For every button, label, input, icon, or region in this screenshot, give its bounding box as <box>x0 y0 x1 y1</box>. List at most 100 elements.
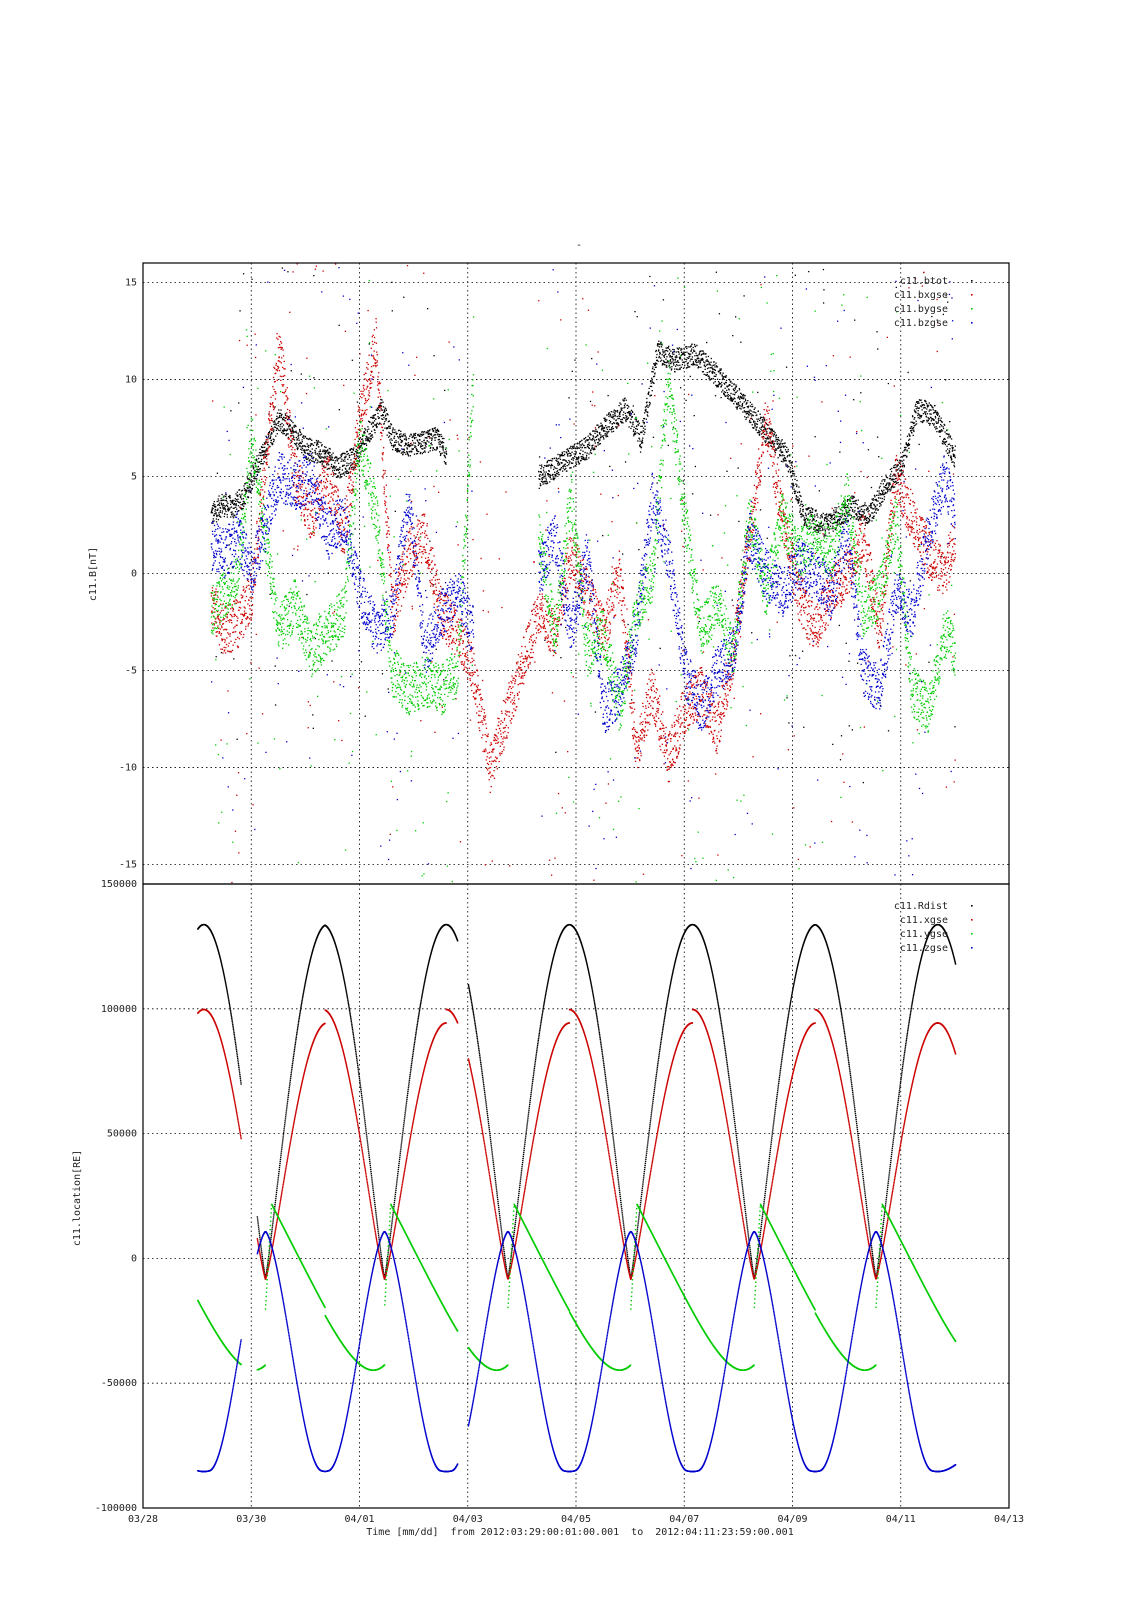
data-point <box>390 433 393 436</box>
data-point <box>887 486 889 489</box>
data-point <box>845 642 847 644</box>
data-point <box>771 441 774 443</box>
data-point <box>912 427 915 429</box>
data-point <box>368 428 370 430</box>
data-point <box>862 510 864 513</box>
data-point <box>542 481 544 483</box>
data-point <box>247 579 249 582</box>
data-point <box>858 517 861 520</box>
data-point <box>750 410 752 412</box>
data-point <box>702 353 704 355</box>
data-point <box>417 440 419 442</box>
data-point <box>371 434 373 436</box>
data-point <box>314 451 317 453</box>
data-point <box>681 363 684 366</box>
data-point <box>608 426 610 428</box>
data-point <box>298 434 300 436</box>
data-point <box>282 349 284 351</box>
data-point <box>663 354 665 357</box>
data-point <box>417 434 419 437</box>
data-point <box>390 583 393 586</box>
data-point <box>263 467 265 469</box>
data-point <box>564 463 566 465</box>
data-point <box>286 429 288 431</box>
data-point <box>736 406 738 409</box>
data-point <box>432 449 434 451</box>
data-point <box>311 492 314 494</box>
data-point <box>310 510 313 512</box>
data-point <box>947 433 949 436</box>
data-point <box>792 482 794 484</box>
data-point <box>655 362 657 365</box>
data-point <box>241 498 243 500</box>
data-point <box>225 606 227 609</box>
data-point <box>938 430 941 432</box>
data-point <box>900 459 902 462</box>
data-point <box>659 352 662 354</box>
data-point <box>631 410 634 413</box>
data-point <box>713 375 715 377</box>
data-point <box>403 581 405 583</box>
data-point <box>784 457 787 460</box>
data-point <box>236 494 238 497</box>
data-point <box>736 402 738 404</box>
data-point <box>737 405 739 408</box>
data-point <box>363 373 365 376</box>
data-point <box>237 494 239 496</box>
data-point <box>786 464 789 466</box>
data-point <box>223 629 225 631</box>
data-point <box>663 363 665 366</box>
data-point <box>421 440 423 443</box>
data-point <box>710 357 712 360</box>
data-point <box>853 500 855 502</box>
data-point <box>395 439 397 442</box>
data-point <box>778 453 781 456</box>
data-point <box>918 413 920 415</box>
data-point <box>355 465 357 467</box>
data-point <box>233 499 235 502</box>
data-point <box>325 457 327 459</box>
data-point <box>602 430 605 432</box>
data-point <box>371 371 373 374</box>
data-point <box>290 445 293 447</box>
data-point <box>591 437 594 440</box>
data-point <box>346 453 348 456</box>
data-point <box>606 414 608 416</box>
data-point <box>334 490 336 492</box>
data-point <box>289 415 291 417</box>
data-point <box>243 485 245 487</box>
data-point <box>636 599 638 601</box>
data-point <box>328 447 331 450</box>
data-point <box>386 547 389 549</box>
data-point <box>332 472 334 474</box>
data-point <box>318 457 321 459</box>
data-point <box>373 329 376 331</box>
data-point <box>304 520 306 522</box>
data-point <box>762 435 765 438</box>
data-point <box>621 418 624 421</box>
data-point <box>300 373 302 375</box>
data-point <box>283 416 285 418</box>
data-point <box>372 365 374 367</box>
data-point <box>945 441 947 443</box>
data-point <box>759 413 761 415</box>
data-point <box>366 430 369 433</box>
data-point <box>215 512 217 514</box>
data-point <box>221 510 224 512</box>
data-point <box>611 427 613 429</box>
data-point <box>219 511 222 513</box>
data-point <box>825 517 827 519</box>
data-point <box>894 474 896 476</box>
data-point <box>665 364 668 367</box>
data-point <box>324 453 327 455</box>
data-point <box>249 491 251 493</box>
data-point <box>747 416 749 418</box>
data-point <box>704 362 706 364</box>
data-point <box>878 490 880 492</box>
data-point <box>913 430 915 433</box>
data-point <box>348 511 350 513</box>
data-point <box>357 444 360 446</box>
data-point <box>953 455 955 457</box>
data-point <box>610 411 612 413</box>
data-point <box>232 513 234 515</box>
